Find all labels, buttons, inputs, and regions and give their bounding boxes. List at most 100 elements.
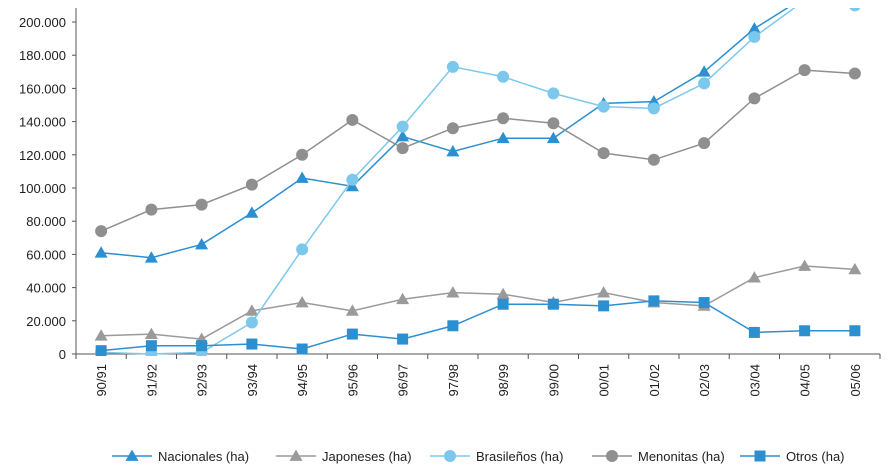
data-point [798,259,812,271]
data-point [396,120,409,133]
data-point [296,343,308,355]
legend-marker [444,450,456,462]
data-point [848,262,862,275]
legend-label: Brasileños (ha) [476,449,563,464]
data-point [496,287,510,300]
data-point [598,300,610,312]
legend-marker [606,450,618,462]
data-point [647,153,660,166]
data-point [296,243,309,256]
data-point [849,8,861,12]
data-point [547,298,559,310]
data-point [396,292,410,305]
data-point [799,325,811,337]
data-point [698,297,710,309]
series-line [101,265,855,340]
data-point [848,67,861,80]
legend-label: Menonitas (ha) [638,449,725,464]
data-point [144,251,158,263]
data-point [748,30,761,43]
data-point [145,203,158,216]
series-nacionales-ha [94,0,811,263]
legend-marker [754,450,766,462]
data-point [446,144,460,157]
y-tick-label: 40.000 [26,281,66,296]
y-tick-label: 140.000 [19,115,66,130]
data-point [346,173,359,186]
data-point [547,117,560,130]
data-point [195,237,209,250]
x-tick-label: 03/04 [747,364,762,397]
data-point [446,286,460,298]
legend-item-japoneses-ha: Japoneses (ha) [276,449,412,464]
data-point [546,131,560,144]
data-point [798,64,811,77]
data-point [597,286,611,298]
series-line [100,69,855,232]
legend-item-brasilenos-ha: Brasileños (ha) [430,449,563,464]
data-point [246,338,258,350]
y-tick-label: 180.000 [19,48,66,63]
legend-item-otros-ha: Otros (ha) [740,449,845,464]
data-point [447,320,459,332]
series-otros-ha [95,295,861,356]
legend-label: Nacionales (ha) [158,449,249,464]
data-point [346,113,359,126]
data-point [245,316,258,329]
x-tick-label: 99/00 [546,364,561,397]
data-point [648,295,660,307]
data-point [497,112,510,125]
y-tick-label: 0 [59,347,66,362]
data-point [497,298,509,310]
data-point [798,0,811,2]
data-point [345,304,359,316]
x-tick-label: 93/94 [245,364,260,397]
y-tick-label: 80.000 [26,214,66,229]
data-point [747,271,761,283]
data-point [145,340,157,352]
y-tick-label: 20.000 [26,314,66,329]
series-menonitas-ha [95,64,861,238]
series-line [101,300,855,352]
data-point [497,70,510,83]
data-point [144,327,158,339]
legend: Nacionales (ha) Japoneses (ha) Brasileños … [112,449,845,464]
data-point [95,225,108,238]
x-tick-label: 04/05 [798,364,813,397]
x-tick-label: 91/92 [144,364,159,397]
data-point [647,102,660,115]
data-point [94,329,108,341]
x-tick-label: 96/97 [396,364,411,397]
data-point [446,122,459,135]
x-tick-label: 90/91 [94,364,109,397]
x-tick-label: 95/96 [345,364,360,397]
series-layer [94,0,862,356]
data-point [849,325,861,337]
data-point [698,77,711,90]
data-point [245,206,259,218]
y-tick-label: 160.000 [19,81,66,96]
data-point [295,171,309,183]
x-tick-label: 01/02 [647,364,662,397]
legend-item-nacionales-ha: Nacionales (ha) [112,449,249,464]
data-point [397,333,409,345]
data-point [547,87,560,100]
data-point [597,147,610,160]
x-tick-label: 00/01 [597,364,612,397]
data-point [697,65,711,77]
data-point [748,326,760,338]
data-point [95,345,107,356]
data-point [747,22,761,34]
y-tick-label: 200.000 [19,15,66,30]
legend-label: Japoneses (ha) [322,449,412,464]
series-brasilenos-ha [95,8,861,356]
data-point [446,60,459,73]
axes: 0 20.000 40.000 60.000 80.000 100.000 120.000 1… [19,8,881,397]
legend-marker [289,449,303,461]
x-tick-label: 05/06 [848,364,863,397]
data-point [195,198,208,211]
legend-item-menonitas-ha: Menonitas (ha) [592,449,725,464]
y-tick-label: 60.000 [26,247,66,262]
data-point [698,137,711,150]
